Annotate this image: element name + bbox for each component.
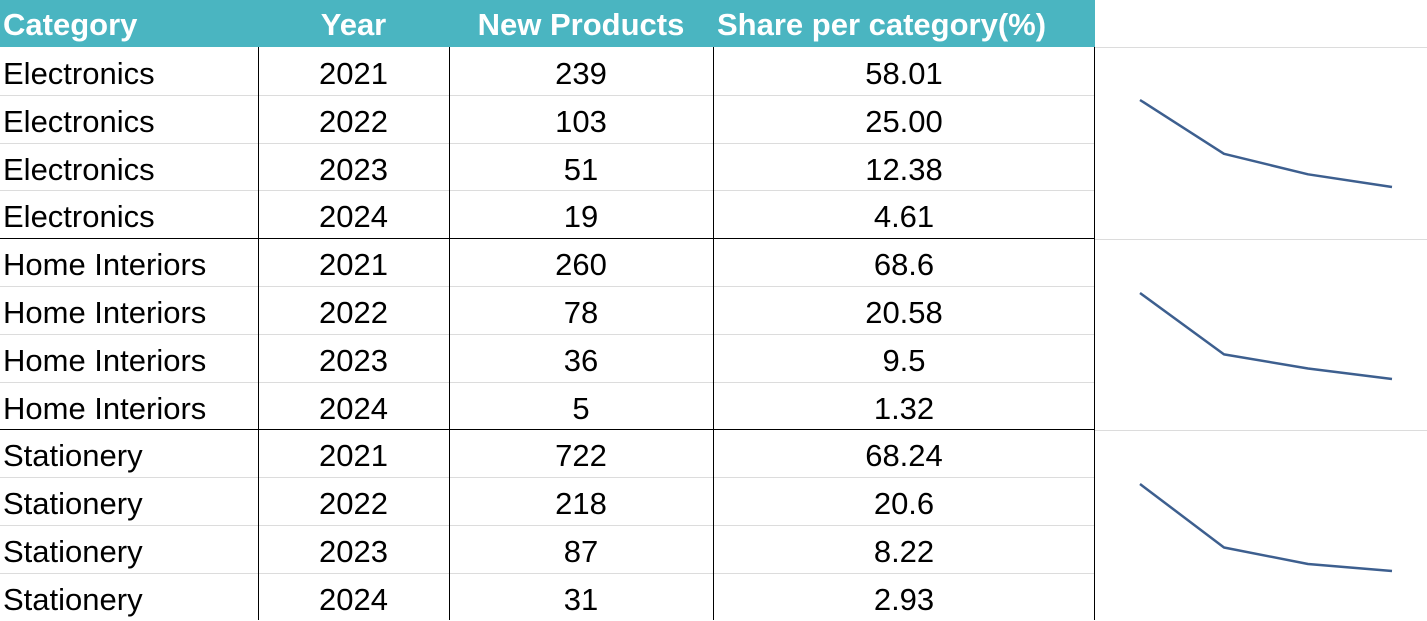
- row-divider: [0, 286, 1095, 287]
- share-cell[interactable]: 25.00: [865, 103, 943, 139]
- year-cell[interactable]: 2023: [319, 342, 388, 378]
- new-products-cell[interactable]: 239: [555, 56, 607, 91]
- new-products-cell[interactable]: 36: [563, 342, 599, 378]
- new-products-cell[interactable]: 78: [563, 295, 599, 330]
- column-divider: [713, 47, 714, 620]
- header-row: Category Year New Products Share per cat…: [0, 0, 1095, 47]
- row-divider: [0, 95, 1095, 96]
- sparkline-divider: [1095, 47, 1427, 48]
- category-cell[interactable]: Home Interiors: [3, 295, 207, 330]
- share-cell[interactable]: 9.5: [882, 342, 926, 378]
- share-cell[interactable]: 2.93: [873, 581, 935, 617]
- column-divider: [258, 47, 259, 620]
- year-cell[interactable]: 2022: [319, 103, 388, 139]
- row-divider: [0, 573, 1095, 574]
- new-products-cell[interactable]: 19: [563, 199, 599, 235]
- category-cell[interactable]: Home Interiors: [3, 390, 207, 426]
- row-divider: [0, 525, 1095, 526]
- sparkline-divider: [1095, 430, 1427, 431]
- category-cell[interactable]: Electronics: [3, 151, 155, 187]
- sparkline-stationery[interactable]: [1139, 483, 1393, 573]
- new-products-cell[interactable]: 31: [563, 581, 599, 617]
- category-cell[interactable]: Electronics: [3, 199, 155, 235]
- sparkline-electronics[interactable]: [1139, 98, 1393, 189]
- year-cell[interactable]: 2022: [319, 295, 388, 330]
- new-products-cell[interactable]: 260: [555, 247, 607, 283]
- share-cell[interactable]: 4.61: [873, 199, 935, 235]
- year-cell[interactable]: 2024: [319, 581, 388, 617]
- year-cell[interactable]: 2024: [319, 390, 388, 426]
- category-cell[interactable]: Electronics: [3, 103, 155, 139]
- share-cell[interactable]: 8.22: [873, 534, 935, 569]
- new-products-cell[interactable]: 722: [555, 438, 607, 474]
- category-cell[interactable]: Stationery: [3, 534, 143, 569]
- share-cell[interactable]: 58.01: [865, 56, 943, 91]
- category-cell[interactable]: Stationery: [3, 486, 143, 522]
- category-cell[interactable]: Stationery: [3, 438, 143, 474]
- new-products-cell[interactable]: 103: [555, 103, 607, 139]
- group-divider: [0, 238, 1095, 239]
- category-cell[interactable]: Stationery: [3, 581, 143, 617]
- group-divider: [0, 429, 1095, 430]
- header-share[interactable]: Share per category(%): [717, 7, 1047, 42]
- row-divider: [0, 190, 1095, 191]
- new-products-cell[interactable]: 87: [563, 534, 599, 569]
- row-divider: [0, 143, 1095, 144]
- new-products-cell[interactable]: 218: [555, 486, 607, 522]
- share-cell[interactable]: 20.6: [873, 486, 935, 522]
- header-year[interactable]: Year: [320, 7, 387, 42]
- row-divider: [0, 382, 1095, 383]
- year-cell[interactable]: 2022: [319, 486, 388, 522]
- header-new-products[interactable]: New Products: [477, 7, 685, 42]
- sparkline-home-interiors[interactable]: [1139, 291, 1393, 381]
- column-divider: [449, 47, 450, 620]
- new-products-cell[interactable]: 5: [572, 390, 590, 426]
- category-cell[interactable]: Electronics: [3, 56, 155, 91]
- year-cell[interactable]: 2024: [319, 199, 388, 235]
- row-divider: [0, 477, 1095, 478]
- category-cell[interactable]: Home Interiors: [3, 247, 207, 283]
- category-cell[interactable]: Home Interiors: [3, 342, 207, 378]
- year-cell[interactable]: 2021: [319, 56, 388, 91]
- share-cell[interactable]: 68.24: [865, 438, 943, 474]
- share-cell[interactable]: 20.58: [865, 295, 943, 330]
- row-divider: [0, 334, 1095, 335]
- sparkline-divider: [1095, 239, 1427, 240]
- new-products-cell[interactable]: 51: [563, 151, 599, 187]
- header-category[interactable]: Category: [3, 7, 138, 42]
- year-cell[interactable]: 2023: [319, 534, 388, 569]
- year-cell[interactable]: 2023: [319, 151, 388, 187]
- share-cell[interactable]: 12.38: [865, 151, 943, 187]
- column-divider: [1094, 47, 1095, 620]
- year-cell[interactable]: 2021: [319, 438, 388, 474]
- share-cell[interactable]: 68.6: [873, 247, 935, 283]
- share-cell[interactable]: 1.32: [873, 390, 935, 426]
- year-cell[interactable]: 2021: [319, 247, 388, 283]
